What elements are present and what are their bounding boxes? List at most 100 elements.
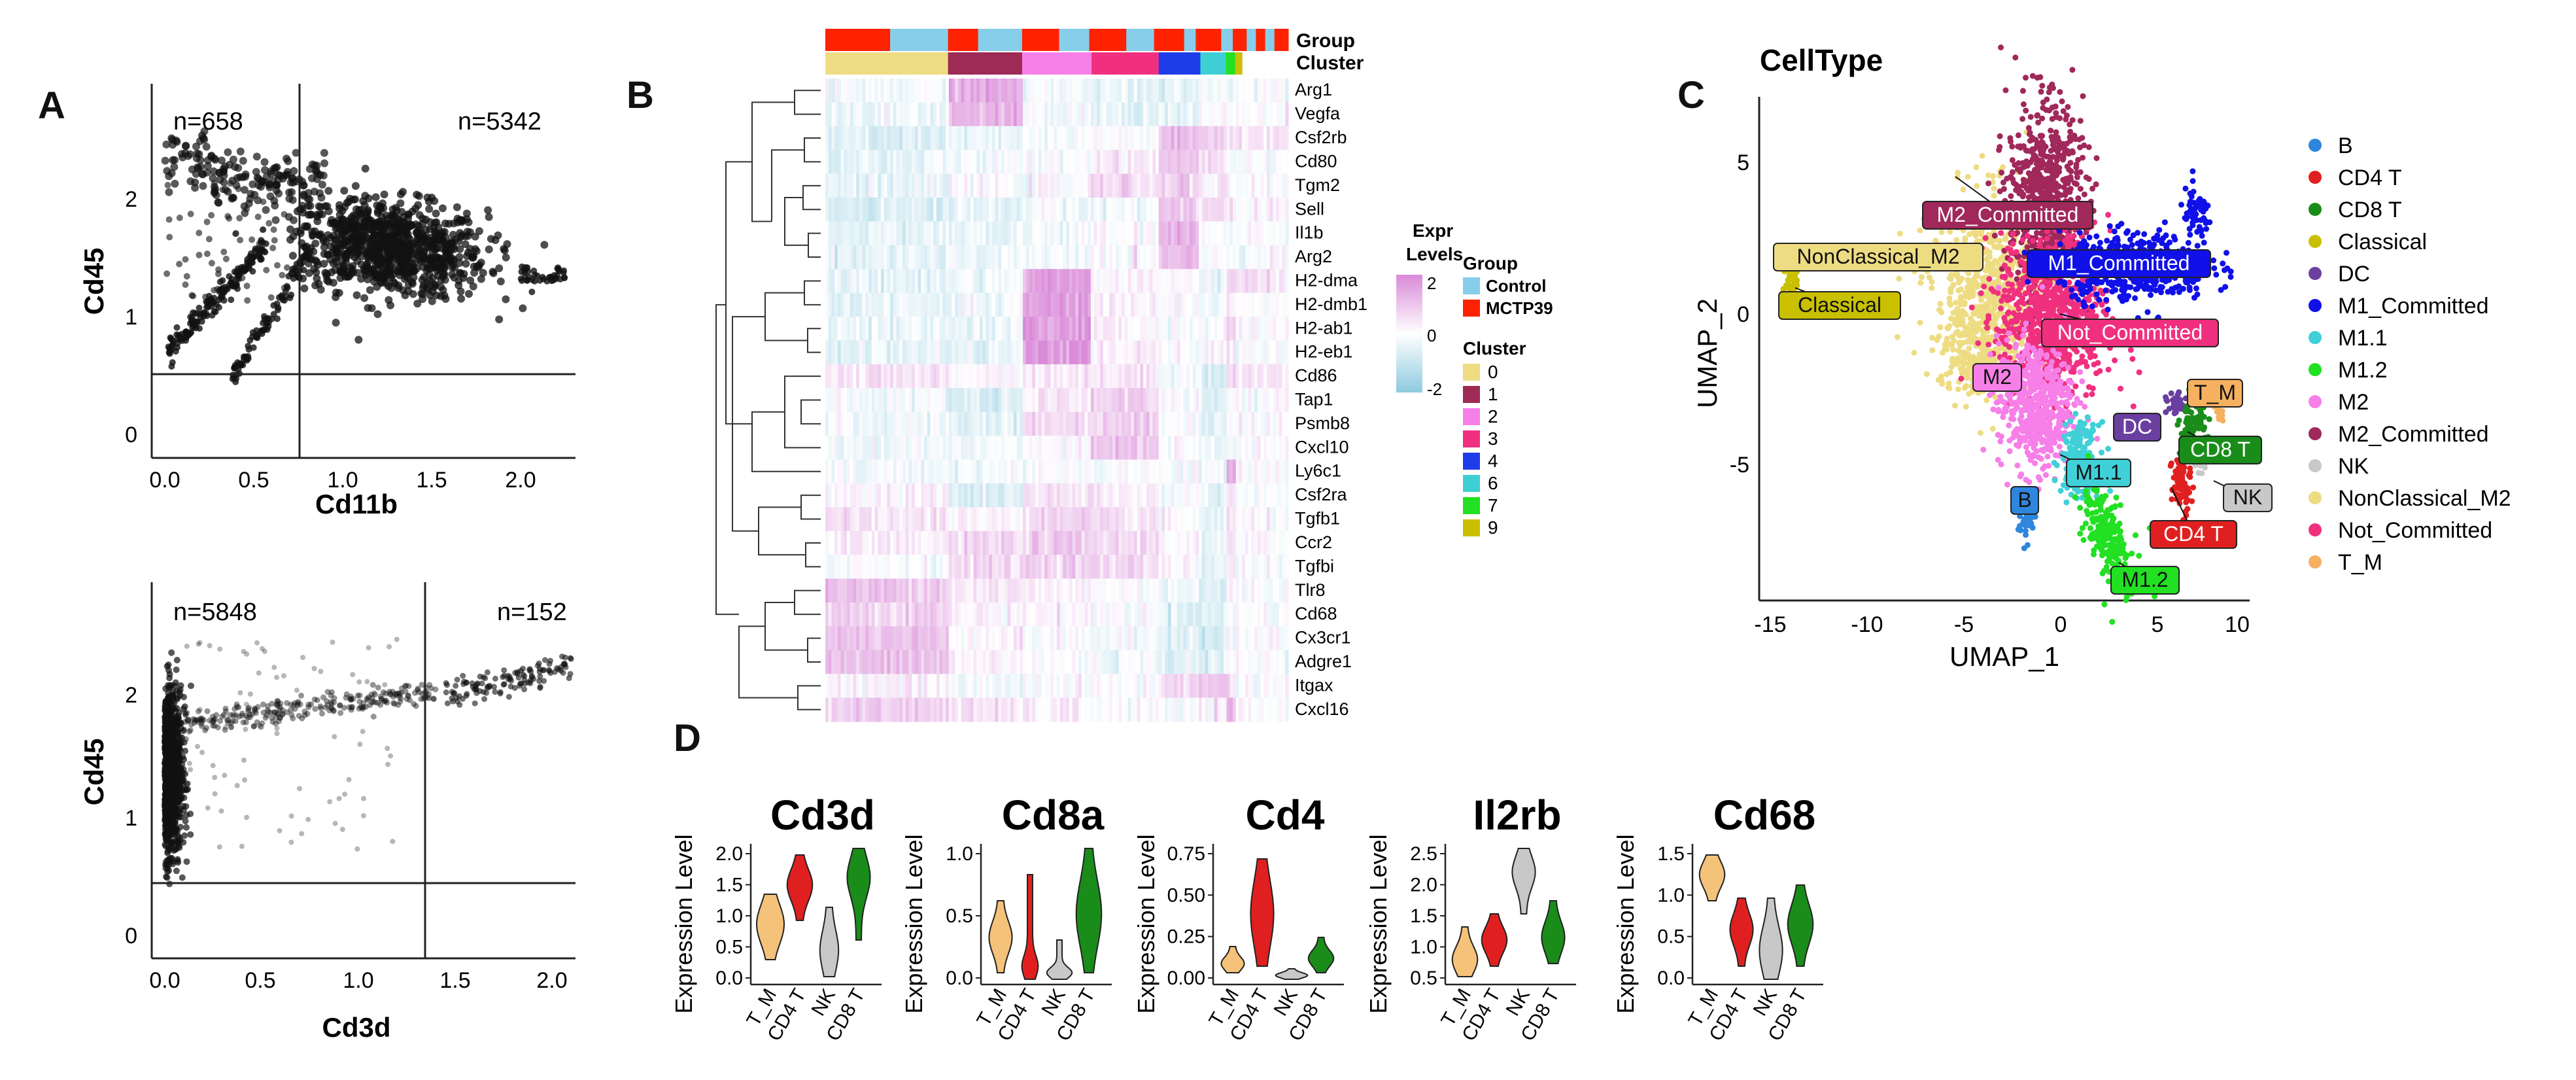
heatmap-cell [847,198,851,222]
heatmap-cell [1032,245,1036,270]
heatmap-cell [887,150,891,175]
heatmap-cell [1044,126,1048,150]
heatmap-cell [1180,198,1184,222]
heatmap-cell [1090,221,1095,246]
heatmap-cell [868,364,872,389]
heatmap-cell [1023,245,1027,270]
heatmap-cell [1020,269,1023,294]
heatmap-cell [1044,198,1048,222]
heatmap-cell [850,150,854,175]
heatmap-cell [1075,150,1079,175]
heatmap-cell [1282,221,1286,246]
scatter-point [324,186,333,195]
heatmap-cell [1143,102,1147,127]
scatter-point [207,717,213,723]
scatter-point [266,180,274,188]
scatter-point [237,690,243,696]
heatmap-cell [840,78,844,103]
scatter-point [286,235,294,244]
scatter-point [501,672,507,679]
heatmap-cell [1220,364,1224,389]
heatmap-cell [939,269,943,294]
heatmap-cell [921,102,925,127]
heatmap-cell [831,221,835,246]
heatmap-cell [834,173,838,198]
scatter-point [171,179,179,188]
scatter-point [178,150,186,158]
heatmap-cell [1112,364,1116,389]
heatmap-cell [1038,340,1042,365]
heatmap-cell [1047,150,1052,175]
heatmap-cell [862,221,866,246]
heatmap-cell [1223,292,1228,317]
heatmap-cell [957,126,962,150]
count-label-left: n=5848 [173,599,257,626]
heatmap-cell [856,269,860,294]
heatmap-cell [1057,102,1061,127]
heatmap-cell [880,269,885,294]
scatter-point [211,180,218,187]
heatmap-cell [1192,102,1196,127]
heatmap-cell [1192,292,1196,317]
scatter-point [288,188,296,196]
heatmap-cell [1081,173,1086,198]
heatmap-cell [976,269,980,294]
heatmap-cell [1013,364,1018,389]
scatter-point [537,685,543,691]
heatmap-cell [955,78,959,103]
heatmap-cell [856,173,860,198]
scatter-point [204,708,211,714]
heatmap-cell [986,364,989,389]
heatmap-cell [1205,198,1209,222]
heatmap-cell [893,173,897,198]
heatmap-cell [1004,150,1008,175]
heatmap-cell [1217,245,1221,270]
heatmap-cell [991,364,996,389]
heatmap-cell [1118,340,1122,365]
heatmap-cell [1239,292,1243,317]
heatmap-cell [1260,173,1264,198]
heatmap-cell [837,245,842,270]
scatter-point [324,698,330,705]
heatmap-cell [1239,126,1243,150]
heatmap-cell [1167,173,1172,198]
heatmap-cell [927,221,931,246]
heatmap-cell [927,340,931,365]
heatmap-cell [1251,221,1255,246]
heatmap-cell [862,245,866,270]
heatmap-cell [1057,364,1061,389]
heatmap-cell [1211,364,1215,389]
heatmap-cell [1081,102,1086,127]
scatter-point [220,288,228,296]
count-label-right: n=5342 [458,108,541,135]
heatmap-cell [936,150,940,175]
heatmap-cell [1088,292,1091,317]
scatter-point [415,192,423,200]
scatter-point [393,692,399,699]
scatter-point [183,858,190,865]
heatmap-cell [1127,150,1131,175]
heatmap-cell [1186,150,1190,175]
heatmap-cell [1183,364,1187,389]
heatmap-cell [1257,198,1262,222]
heatmap-cell [1020,102,1023,127]
heatmap-cell [1013,221,1018,246]
heatmap-cell [899,150,903,175]
heatmap-cell [1195,269,1199,294]
heatmap-cell [1177,78,1181,103]
heatmap-cell [1140,198,1144,222]
heatmap-cell [1239,221,1243,246]
heatmap-cell [890,173,894,198]
heatmap-cell [840,340,844,365]
heatmap-cell [878,173,882,198]
heatmap-cell [837,126,842,150]
group-bar-segment [1256,29,1266,51]
heatmap-cell [859,126,863,150]
heatmap-cell [952,340,955,365]
heatmap-cell [865,269,869,294]
heatmap-cell [1177,173,1181,198]
heatmap-cell [1004,340,1008,365]
group-bar-segment [1154,29,1185,51]
heatmap-cell [1020,221,1023,246]
heatmap-cell [1127,292,1131,317]
